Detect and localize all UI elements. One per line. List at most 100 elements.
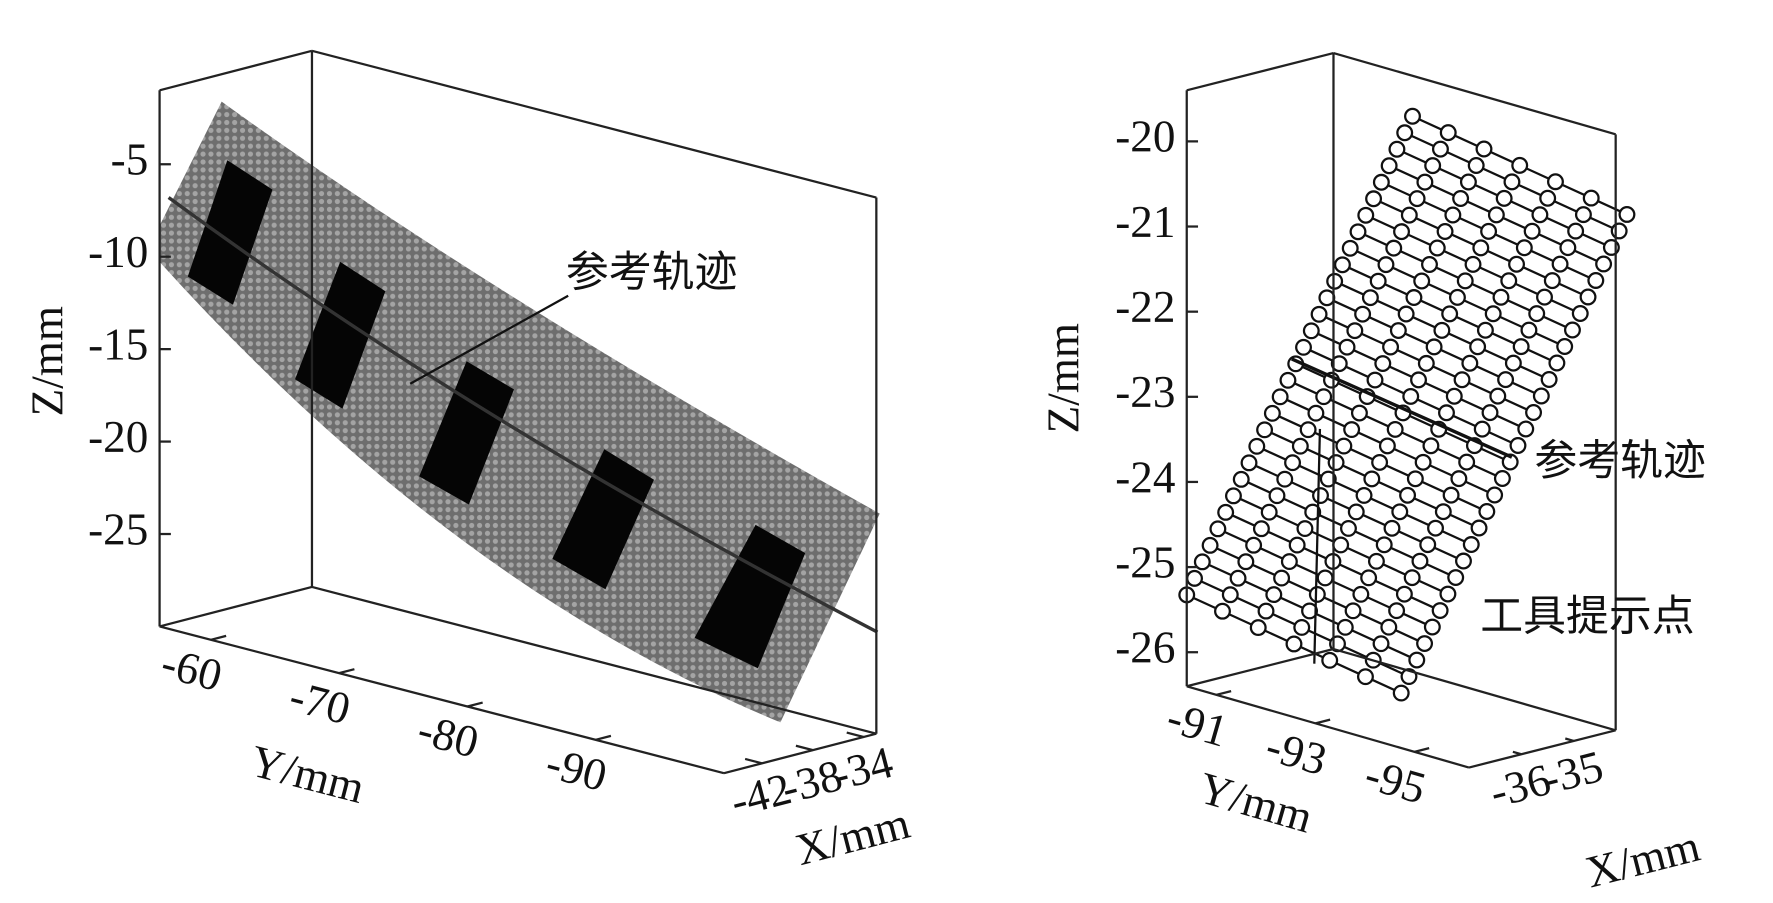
x-tick: [846, 731, 864, 739]
tool-point: [1248, 437, 1266, 455]
tool-point: [1413, 272, 1431, 290]
z-tick-label: -21: [1115, 197, 1175, 247]
tool-point: [1304, 503, 1322, 521]
tool-point: [1439, 124, 1457, 142]
tool-point: [1400, 206, 1418, 224]
reference-trajectory: [1291, 357, 1513, 459]
tool-point: [1386, 420, 1404, 438]
tool-point: [1388, 602, 1406, 620]
tool-point: [1385, 239, 1403, 257]
tool-point: [1408, 651, 1426, 669]
x-tick-label: -34: [827, 737, 898, 801]
tool-point: [1442, 486, 1460, 504]
tool-point: [1439, 585, 1457, 603]
tool-point: [1276, 470, 1294, 488]
tool-point: [1408, 190, 1426, 208]
tool-point: [1391, 503, 1409, 521]
tool-point: [1556, 338, 1574, 355]
tool-point: [1416, 173, 1434, 191]
tool-point: [1422, 437, 1440, 455]
y-tick-label: -91: [1162, 692, 1234, 757]
tool-point: [1438, 404, 1455, 422]
tool-point: [1354, 305, 1372, 323]
tool-point: [1467, 157, 1485, 174]
tool-point: [1434, 503, 1452, 521]
tool-point: [1308, 585, 1326, 603]
tool-point: [1316, 569, 1334, 587]
tool-point: [1375, 536, 1393, 554]
tool-point: [1472, 239, 1490, 257]
tool-point: [1543, 272, 1561, 290]
tool-point: [1377, 256, 1395, 274]
tool-point: [1340, 519, 1357, 537]
tool-point: [1417, 354, 1435, 372]
tool-point: [1464, 255, 1482, 273]
tool-point: [1333, 256, 1351, 274]
tool-point: [1256, 421, 1274, 439]
tool-point: [1495, 189, 1513, 207]
x-tick: [795, 744, 814, 752]
tool-point: [1493, 470, 1511, 487]
y-tick: [1414, 747, 1430, 753]
y-tick-label: -60: [156, 637, 227, 701]
z-tick-label: -23: [1115, 367, 1175, 417]
tool-point: [1397, 305, 1415, 323]
x-tick: [744, 757, 763, 765]
tool-point: [1193, 553, 1211, 571]
z-tick-label: -26: [1115, 623, 1175, 673]
tool-point: [1532, 387, 1550, 405]
tool-point: [1268, 487, 1286, 505]
x-tick: [1564, 737, 1575, 743]
y-axis-label: Y/mm: [245, 736, 369, 813]
tool-point: [1318, 289, 1336, 307]
tool-point: [1291, 437, 1309, 455]
tool-point: [1455, 552, 1472, 570]
y-tick-label: -80: [413, 704, 484, 768]
tool-point: [1312, 487, 1329, 505]
x-axis-label: X/mm: [1581, 821, 1705, 898]
tool-point: [1326, 272, 1344, 290]
box-edge: [311, 49, 877, 199]
tool-point: [1232, 470, 1250, 488]
y-tick-label: -93: [1261, 720, 1333, 785]
tool-point: [1428, 239, 1446, 257]
box-edge: [1186, 685, 1470, 769]
tool-point: [1571, 305, 1589, 322]
tool-point: [1402, 387, 1420, 405]
z-tick-label: -25: [88, 504, 148, 554]
tool-point: [1462, 536, 1480, 553]
tool-point: [1405, 289, 1423, 306]
tool-point: [1380, 157, 1398, 175]
tool-point: [1299, 421, 1317, 439]
z-tick-label: -20: [88, 412, 148, 462]
x-axis-label: X/mm: [790, 798, 914, 875]
tool-point: [1319, 470, 1337, 488]
tool-point: [1388, 140, 1406, 158]
tool-point: [1357, 668, 1374, 686]
tool-point: [1271, 388, 1289, 406]
tool-point: [1352, 585, 1370, 603]
tool-point: [1209, 520, 1227, 538]
tool-point: [1487, 206, 1505, 224]
tool-point: [1263, 404, 1281, 422]
tool-point: [1582, 189, 1600, 207]
tool-point: [1492, 288, 1510, 306]
x-tick: [1512, 750, 1522, 756]
tool-point: [1265, 586, 1283, 604]
y-tick: [210, 634, 227, 641]
right-surface: [1178, 107, 1636, 702]
tool-point: [1470, 519, 1488, 537]
tool-point: [1540, 371, 1558, 388]
tool-point: [1279, 371, 1297, 389]
tool-point: [1296, 520, 1314, 538]
tool-point: [1383, 519, 1401, 537]
tool-point: [1214, 602, 1231, 620]
tool-point: [1503, 173, 1521, 191]
tool-point: [1369, 272, 1387, 290]
tool-point: [1372, 635, 1390, 653]
tool-point: [1536, 288, 1553, 306]
tool-point: [1473, 420, 1491, 438]
tool-point: [1512, 338, 1530, 356]
tool-point: [1459, 173, 1477, 191]
tool-point: [1484, 305, 1502, 323]
